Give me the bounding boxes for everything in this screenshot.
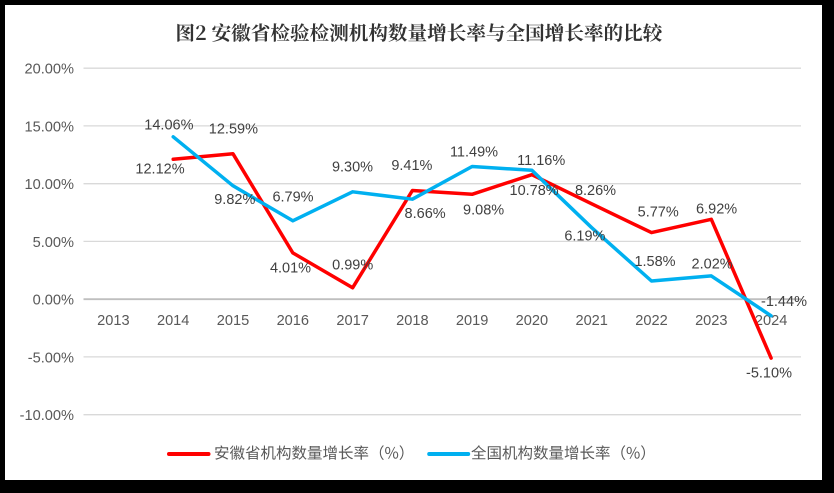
svg-text:-1.44%: -1.44% [761,294,807,310]
svg-text:11.49%: 11.49% [450,144,498,160]
svg-text:9.41%: 9.41% [391,158,432,174]
svg-text:2019: 2019 [456,313,488,329]
svg-text:8.66%: 8.66% [405,206,446,222]
svg-text:2020: 2020 [516,313,548,329]
svg-text:2.02%: 2.02% [692,257,733,273]
svg-text:9.30%: 9.30% [332,159,373,175]
svg-text:4.01%: 4.01% [270,261,311,277]
svg-text:-5.00%: -5.00% [28,350,74,366]
svg-text:2016: 2016 [277,313,309,329]
svg-text:14.06%: 14.06% [144,118,193,134]
svg-text:2015: 2015 [217,313,249,329]
svg-text:20.00%: 20.00% [25,62,75,78]
svg-text:5.00%: 5.00% [33,235,74,251]
svg-text:5.77%: 5.77% [638,204,679,220]
svg-text:10.78%: 10.78% [510,183,559,199]
svg-text:15.00%: 15.00% [25,119,75,135]
svg-text:2014: 2014 [157,313,189,329]
svg-text:1.58%: 1.58% [634,254,675,270]
svg-text:2013: 2013 [97,313,129,329]
svg-text:0.00%: 0.00% [33,293,74,309]
svg-text:2024: 2024 [755,313,787,329]
svg-text:6.92%: 6.92% [696,201,737,217]
svg-text:12.12%: 12.12% [135,162,184,178]
svg-text:0.99%: 0.99% [332,258,373,274]
svg-text:9.08%: 9.08% [463,203,504,219]
svg-text:2018: 2018 [396,313,428,329]
svg-text:9.82%: 9.82% [214,192,255,208]
svg-text:10.00%: 10.00% [25,177,75,193]
svg-text:2017: 2017 [336,313,368,329]
svg-text:6.79%: 6.79% [272,189,313,205]
svg-text:12.59%: 12.59% [209,122,258,138]
svg-text:11.16%: 11.16% [517,153,565,169]
svg-text:-10.00%: -10.00% [20,408,74,424]
svg-text:8.26%: 8.26% [575,183,616,199]
svg-text:2023: 2023 [695,313,727,329]
svg-text:-5.10%: -5.10% [746,366,792,382]
svg-text:2022: 2022 [635,313,667,329]
svg-text:6.19%: 6.19% [564,228,605,244]
svg-text:2021: 2021 [575,313,607,329]
